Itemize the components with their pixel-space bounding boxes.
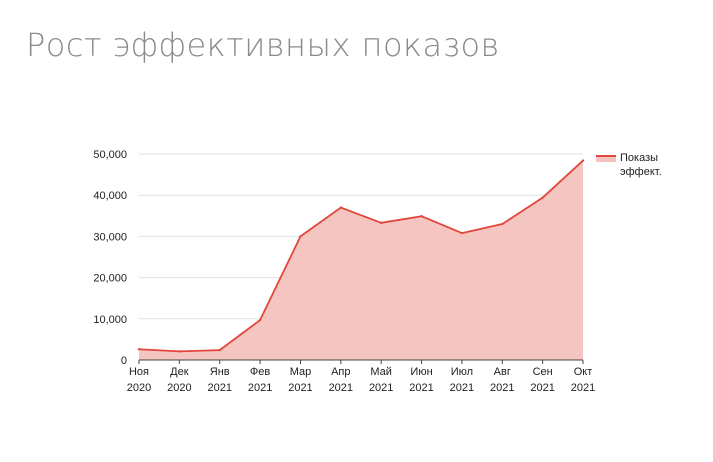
legend: Показы эффект. xyxy=(596,152,662,178)
data-point xyxy=(137,348,141,351)
data-point xyxy=(258,318,262,322)
x-tick-labels: Ноя 2020 Дек 2020 Янв 2021 Фев 2021 Мар 2021 Апр 20… xyxy=(127,366,595,394)
series-line-segment xyxy=(461,223,504,235)
y-tick-label: 20,000 xyxy=(93,273,127,285)
x-tick-label: Авг 2021 xyxy=(490,366,514,394)
x-tick-label: Сен 2021 xyxy=(530,366,554,394)
x-tick-label: Апр 2021 xyxy=(329,366,353,394)
x-tick-label: Июл 2021 xyxy=(450,366,474,394)
series-line-segment xyxy=(178,349,221,353)
y-tick-labels: 0 10,000 20,000 30,000 40,000 50,000 xyxy=(93,149,127,367)
y-tick-label: 30,000 xyxy=(93,231,127,243)
page-title: Рост эффективных показов xyxy=(26,26,500,64)
data-point xyxy=(218,348,221,352)
series-area xyxy=(139,160,583,360)
x-tick-label: Янв 2021 xyxy=(207,366,231,394)
data-point xyxy=(299,235,302,238)
series-line-segment xyxy=(420,215,463,235)
y-tick-label: 0 xyxy=(121,355,127,367)
x-tick-label: Ноя 2020 xyxy=(127,366,151,394)
axes xyxy=(138,359,584,364)
series-line-segment xyxy=(259,235,302,321)
data-point xyxy=(541,196,544,199)
series-line-segment xyxy=(339,206,383,224)
x-tick-label: Фев 2021 xyxy=(248,366,272,394)
data-point xyxy=(581,159,585,162)
series-line-segment xyxy=(218,319,261,352)
legend-swatch-area xyxy=(596,156,616,162)
y-tick-label: 10,000 xyxy=(93,314,127,326)
x-tick-label: Дек 2020 xyxy=(167,366,191,394)
x-tick-label: Май 2021 xyxy=(369,366,393,394)
series-line-segment xyxy=(501,196,544,225)
legend-label: Показы эффект. xyxy=(620,152,662,178)
x-tick-label: Окт 2021 xyxy=(571,366,595,394)
series-line-segment xyxy=(541,159,584,199)
y-tick-label: 50,000 xyxy=(93,149,127,161)
series-line-group xyxy=(137,159,585,353)
series-line-segment xyxy=(138,348,181,353)
data-point xyxy=(339,206,343,209)
x-tick-label: Мар 2021 xyxy=(288,366,312,394)
series-line-segment xyxy=(380,215,423,224)
series-line-segment xyxy=(299,206,342,238)
data-point xyxy=(178,350,181,353)
x-tick-label: Июн 2021 xyxy=(409,366,433,394)
series-area-fill xyxy=(139,160,583,360)
data-point xyxy=(501,222,504,226)
data-point xyxy=(379,221,383,225)
data-point xyxy=(420,215,423,218)
data-point xyxy=(460,231,464,235)
y-tick-label: 40,000 xyxy=(93,190,127,202)
